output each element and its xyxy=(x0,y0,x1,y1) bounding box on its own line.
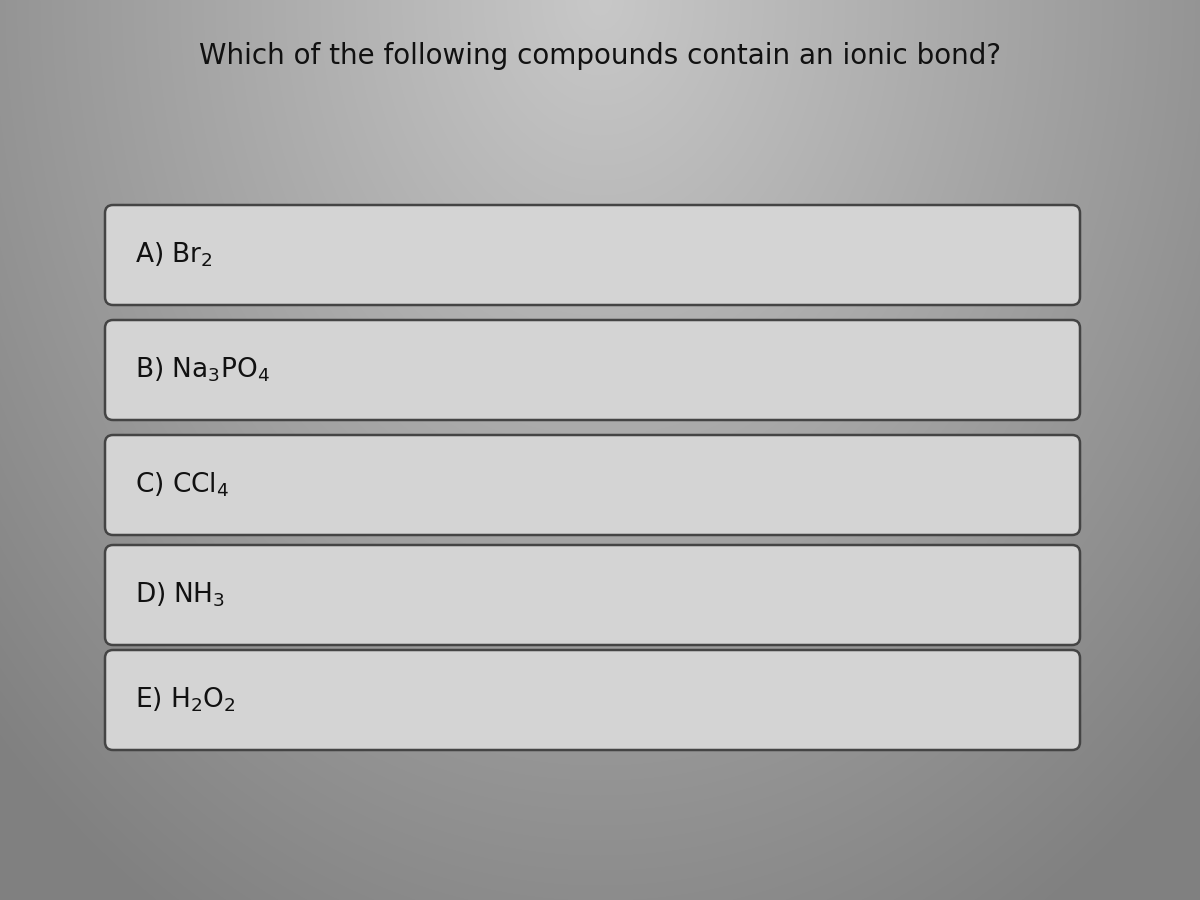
Text: Which of the following compounds contain an ionic bond?: Which of the following compounds contain… xyxy=(199,42,1001,70)
Text: B) Na$_3$PO$_4$: B) Na$_3$PO$_4$ xyxy=(134,356,270,384)
FancyBboxPatch shape xyxy=(106,545,1080,645)
FancyBboxPatch shape xyxy=(106,205,1080,305)
FancyBboxPatch shape xyxy=(106,650,1080,750)
Text: D) NH$_3$: D) NH$_3$ xyxy=(134,580,226,609)
Text: A) Br$_2$: A) Br$_2$ xyxy=(134,240,212,269)
FancyBboxPatch shape xyxy=(106,320,1080,420)
Text: E) H$_2$O$_2$: E) H$_2$O$_2$ xyxy=(134,686,236,715)
Text: C) CCl$_4$: C) CCl$_4$ xyxy=(134,471,229,500)
FancyBboxPatch shape xyxy=(106,435,1080,535)
